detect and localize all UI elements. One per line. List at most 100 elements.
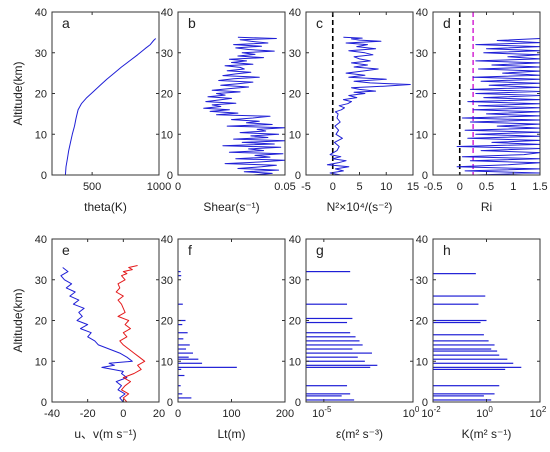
x-axis-label-f: Lt(m): [218, 427, 246, 441]
bar-g-4: [306, 366, 371, 368]
bar-h-14: [433, 321, 481, 324]
panel-letter-g: g: [316, 242, 324, 258]
y-tick-label-d-0: 0: [422, 170, 428, 182]
bar-g-10: [306, 344, 363, 346]
bar-g-1: [306, 395, 342, 397]
x-tick-label-c-1: 0: [330, 181, 336, 193]
plot-area-b: [203, 36, 285, 175]
bar-g-0: [306, 399, 355, 401]
y-tick-label-h-0: 0: [422, 397, 428, 409]
bar-f-7: [178, 358, 199, 360]
series-line-d-0: [456, 38, 540, 175]
x-tick-label-h-2: 102: [530, 405, 547, 420]
bar-g-16: [306, 303, 348, 305]
bar-f-8: [178, 356, 189, 358]
x-axis-label-d: Ri: [481, 200, 492, 214]
bar-h-16: [433, 303, 479, 305]
y-tick-label-b-1: 10: [161, 129, 173, 141]
y-tick-label-c-1: 10: [289, 129, 301, 141]
y-tick-label-f-4: 40: [161, 234, 173, 246]
bar-h-18: [433, 273, 476, 275]
y-tick-label-e-0: 0: [41, 397, 47, 409]
bar-h-5: [433, 366, 522, 368]
y-tick-label-h-1: 10: [416, 356, 428, 368]
x-axis-label-c: N²×10⁴/(s⁻²): [327, 200, 393, 214]
bar-h-2: [433, 393, 495, 395]
bar-h-17: [433, 295, 486, 297]
x-tick-label-g-0: 10-5: [312, 405, 332, 420]
y-tick-label-e-4: 40: [35, 234, 47, 246]
plot-area-d: [456, 12, 540, 175]
bar-f-15: [178, 319, 186, 322]
bar-f-13: [178, 332, 188, 334]
bar-h-12: [433, 340, 489, 342]
panel-letter-f: f: [188, 242, 192, 258]
x-tick-label-c-0: -5: [301, 181, 311, 193]
y-axis-label-a: Altitude(km): [11, 61, 25, 125]
panel-letter-a: a: [62, 15, 70, 31]
bar-h-10: [433, 348, 492, 350]
x-tick-label-d-0: -0.5: [424, 181, 443, 193]
x-tick-label-a-0: 500: [83, 181, 101, 193]
x-tick-label-d-3: 1: [510, 181, 516, 193]
y-tick-label-b-3: 30: [161, 48, 173, 60]
y-tick-label-g-2: 20: [289, 316, 301, 328]
plot-area-h: [433, 273, 522, 401]
bar-g-9: [306, 348, 353, 350]
panel-letter-d: d: [443, 15, 451, 31]
y-tick-label-g-0: 0: [295, 397, 301, 409]
panel-a: 0 10 20 30 40 500 1000 a theta(K) Altitude(km): [11, 7, 171, 214]
y-tick-label-f-1: 10: [161, 356, 173, 368]
y-tick-label-f-2: 20: [161, 316, 173, 328]
x-tick-label-e-0: -40: [44, 408, 60, 420]
bar-f-3: [178, 374, 185, 377]
x-tick-label-d-2: 0.5: [479, 181, 494, 193]
bar-g-6: [306, 360, 365, 362]
y-tick-label-f-3: 30: [161, 275, 173, 287]
bar-f-0: [178, 397, 192, 399]
y-tick-label-b-0: 0: [167, 170, 173, 182]
bar-g-12: [306, 336, 356, 338]
y-tick-label-c-2: 20: [289, 89, 301, 101]
bar-g-14: [306, 321, 348, 324]
y-tick-label-f-0: 0: [167, 397, 173, 409]
panel-f: 0 10 20 30 40 0 100 200 f Lt(m): [161, 234, 294, 441]
bar-f-11: [178, 344, 190, 346]
axes-frame-f: [177, 238, 286, 403]
panel-g: 0 10 20 30 40 10-5 100 g ε(m² s⁻³): [289, 234, 420, 441]
plot-area-f: [178, 271, 237, 399]
bar-f-10: [178, 348, 187, 350]
x-axis-label-a: theta(K): [84, 200, 127, 214]
axes-frame-e: [51, 238, 160, 403]
y-tick-label-b-2: 20: [161, 89, 173, 101]
axes-frame-g: [305, 238, 414, 403]
bar-h-7: [433, 358, 508, 360]
bar-g-3: [306, 385, 348, 387]
bar-h-9: [433, 350, 498, 352]
bar-g-2: [306, 393, 351, 395]
y-tick-label-a-0: 0: [41, 170, 47, 182]
x-tick-label-c-4: 15: [407, 181, 419, 193]
axes-frame-a: [51, 11, 160, 176]
bar-f-17: [178, 275, 182, 277]
bar-h-0: [433, 399, 492, 401]
bar-f-2: [178, 385, 181, 387]
y-tick-label-c-3: 30: [289, 48, 301, 60]
y-tick-label-c-0: 0: [295, 170, 301, 182]
series-line-e-1: [115, 265, 146, 402]
x-tick-label-a-1: 1000: [147, 181, 171, 193]
series-line-c-0: [326, 36, 411, 175]
y-tick-label-a-4: 40: [35, 7, 47, 19]
panel-letter-e: e: [62, 242, 70, 258]
panel-letter-h: h: [443, 242, 451, 258]
x-tick-label-f-1: 100: [222, 408, 240, 420]
x-tick-label-c-2: 5: [356, 181, 362, 193]
plot-area-e: [60, 265, 146, 402]
plot-area-a: [64, 38, 157, 175]
y-axis-label-e: Altitude(km): [11, 288, 25, 352]
x-tick-label-e-3: 20: [153, 408, 165, 420]
x-tick-label-b-1: 0.05: [274, 181, 295, 193]
x-tick-label-h-1: 100: [476, 405, 493, 420]
bar-g-7: [306, 356, 358, 358]
